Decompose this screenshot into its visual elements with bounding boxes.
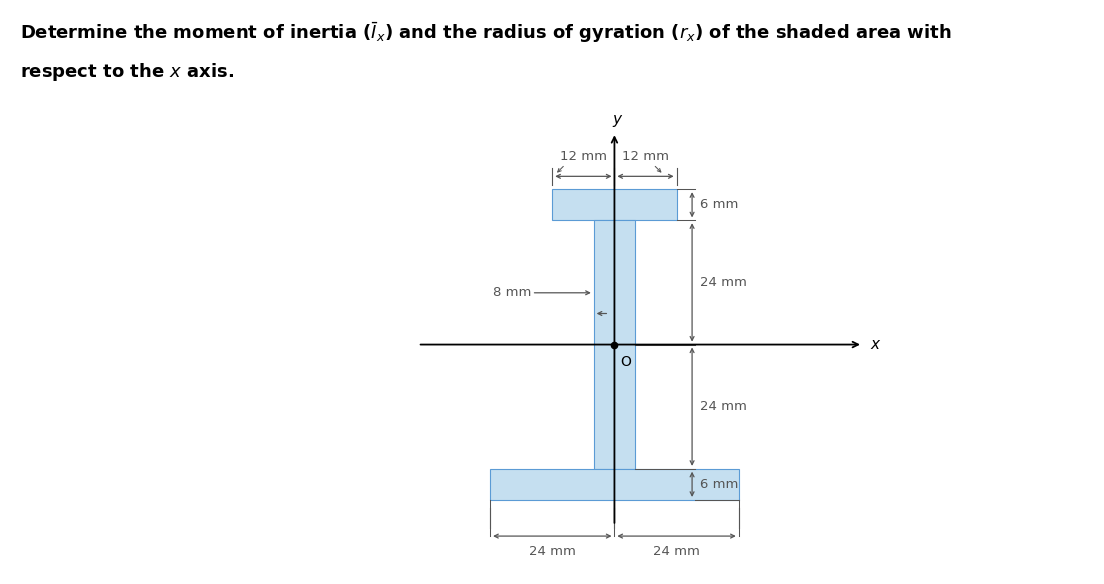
Text: 24 mm: 24 mm xyxy=(700,276,746,289)
Text: 8 mm: 8 mm xyxy=(493,286,532,299)
Text: 12 mm: 12 mm xyxy=(622,151,669,164)
Text: y: y xyxy=(613,112,622,127)
Text: 24 mm: 24 mm xyxy=(529,545,576,558)
Text: respect to the $x$ axis.: respect to the $x$ axis. xyxy=(20,61,234,84)
Text: 6 mm: 6 mm xyxy=(700,478,739,491)
Bar xyxy=(594,220,635,469)
Text: O: O xyxy=(620,355,631,369)
Text: Determine the moment of inertia ($\bar{I}_x$) and the radius of gyration ($r_x$): Determine the moment of inertia ($\bar{I… xyxy=(20,20,952,45)
Bar xyxy=(490,469,739,500)
Text: x: x xyxy=(871,337,880,352)
Text: 6 mm: 6 mm xyxy=(700,199,739,211)
Text: 24 mm: 24 mm xyxy=(654,545,700,558)
Text: 24 mm: 24 mm xyxy=(700,400,746,413)
Text: 12 mm: 12 mm xyxy=(560,151,607,164)
Bar xyxy=(552,189,677,220)
